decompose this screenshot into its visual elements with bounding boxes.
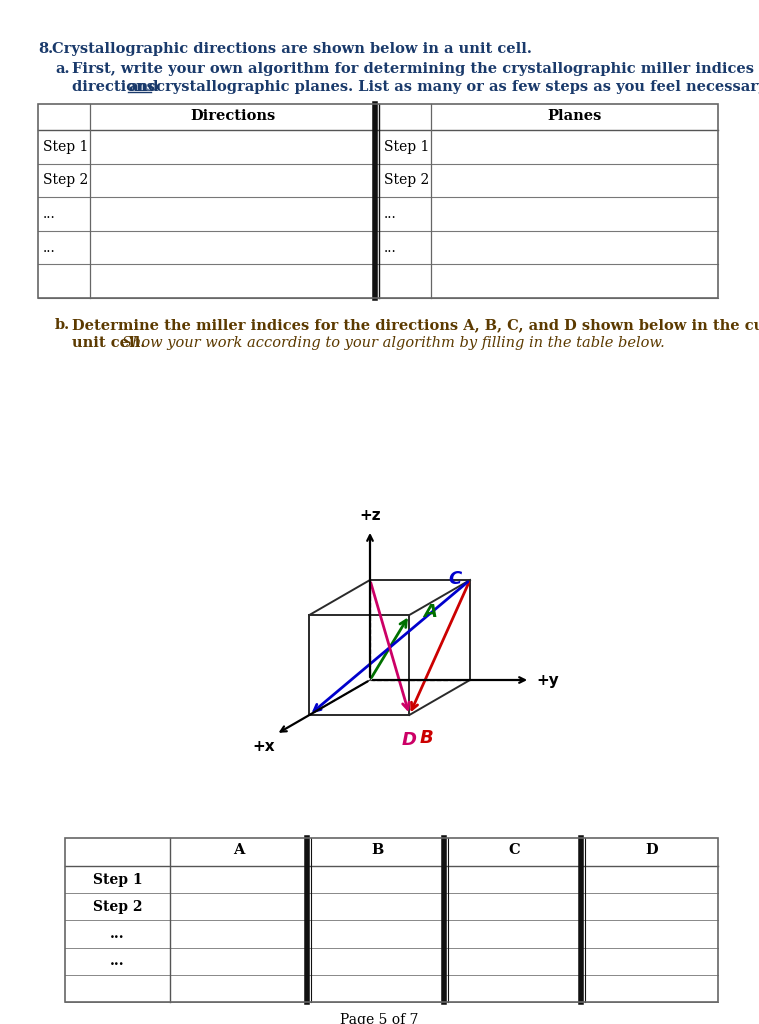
Text: Step 2: Step 2 [93, 900, 142, 913]
Text: b.: b. [55, 318, 70, 332]
Text: D: D [402, 731, 417, 749]
Text: Determine the miller indices for the directions A, B, C, and D shown below in th: Determine the miller indices for the dir… [72, 318, 759, 332]
Text: ...: ... [43, 241, 55, 255]
Text: ...: ... [110, 954, 124, 969]
Text: Page 5 of 7: Page 5 of 7 [340, 1013, 418, 1024]
Text: +z: +z [359, 509, 381, 523]
Bar [38, 104, 718, 298]
Text: Directions: Directions [190, 109, 275, 123]
Text: B: B [371, 843, 383, 857]
Text: Crystallographic directions are shown below in a unit cell.: Crystallographic directions are shown be… [52, 42, 532, 56]
Text: Step 1: Step 1 [384, 140, 430, 154]
Text: directions: directions [72, 80, 160, 94]
Text: Step 2: Step 2 [384, 173, 430, 187]
Text: crystallographic planes. List as many or as few steps as you feel necessary.: crystallographic planes. List as many or… [151, 80, 759, 94]
Text: ...: ... [110, 927, 124, 941]
Text: Step 1: Step 1 [43, 140, 88, 154]
Text: Step 1: Step 1 [93, 872, 143, 887]
Text: Planes: Planes [547, 109, 602, 123]
Text: unit cell.: unit cell. [72, 336, 150, 350]
Text: D: D [645, 843, 658, 857]
Text: B: B [420, 729, 433, 746]
Text: and: and [128, 80, 159, 94]
Text: C: C [509, 843, 521, 857]
Text: a.: a. [55, 62, 70, 76]
Text: C: C [448, 570, 461, 588]
Text: ...: ... [384, 241, 397, 255]
Bar [65, 838, 718, 1002]
Text: 8.: 8. [38, 42, 53, 56]
Text: A: A [233, 843, 244, 857]
Text: ...: ... [43, 207, 55, 221]
Text: ...: ... [384, 207, 397, 221]
Text: Step 2: Step 2 [43, 173, 88, 187]
Text: A: A [424, 603, 437, 621]
Text: Show your work according to your algorithm by filling in the table below.: Show your work according to your algorit… [122, 336, 665, 350]
Text: +x: +x [253, 738, 276, 754]
Text: First, write your own algorithm for determining the crystallographic miller indi: First, write your own algorithm for dete… [72, 62, 759, 76]
Text: +y: +y [537, 673, 559, 687]
